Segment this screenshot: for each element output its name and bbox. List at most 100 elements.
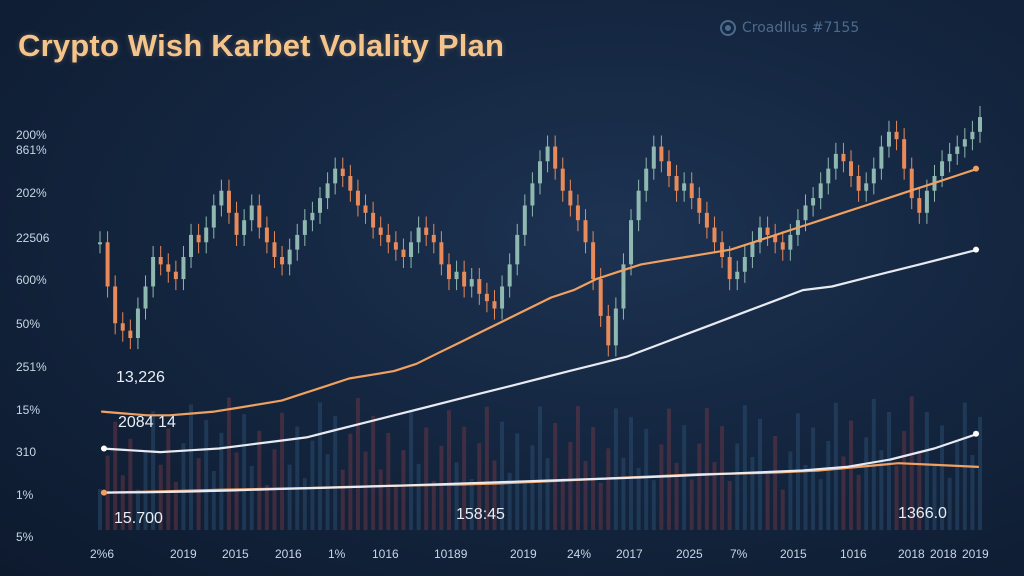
volume-bar (204, 419, 209, 530)
candle-body (340, 168, 345, 176)
volume-bar (651, 480, 656, 530)
volume-bar (538, 406, 542, 530)
volume-bar (280, 412, 285, 530)
volume-bar (545, 458, 550, 530)
x-tick-label: 2015 (222, 547, 249, 561)
candle-body (697, 198, 702, 213)
candle-body (113, 286, 118, 324)
candle-body (204, 227, 209, 243)
candle-body (773, 234, 778, 243)
annotation-label: 158:45 (456, 506, 505, 523)
candle-body (682, 183, 687, 191)
candle-body (249, 205, 254, 221)
volume-bar (462, 426, 467, 530)
candle-body (545, 146, 550, 162)
y-tick-label: 22506 (16, 231, 50, 245)
candle-body (947, 153, 952, 162)
candle-body (302, 220, 307, 235)
volume-bar (401, 450, 406, 530)
candle-body (606, 315, 611, 346)
candle-body (864, 183, 869, 191)
volume-bar (553, 423, 558, 530)
volume-bar (409, 412, 414, 530)
volume-bar (158, 464, 163, 530)
volume-bar (621, 457, 626, 530)
candle-body (105, 242, 110, 287)
candle-body (666, 161, 671, 176)
volume-bar (849, 420, 854, 530)
candle-body (651, 146, 656, 169)
chart-title: Crypto Wish Karbet Volality Plan (18, 28, 505, 63)
candle-body (98, 242, 102, 245)
candle-body (363, 205, 368, 213)
candle-body (522, 205, 527, 235)
y-tick-label: 861% (16, 143, 47, 157)
volume-bar (378, 469, 383, 530)
volume-bar (712, 462, 717, 530)
candle-body (818, 183, 823, 199)
x-tick-label: 2025 (676, 547, 703, 561)
candle-body (280, 257, 285, 265)
volume-bar (978, 416, 982, 530)
candle-body (500, 286, 505, 309)
volume-bar (264, 485, 269, 530)
volume-bar (287, 464, 292, 530)
volume-bar (219, 432, 224, 530)
volume-bar (666, 408, 671, 530)
volume-bar (257, 430, 262, 530)
volume-bar (803, 465, 808, 530)
volume-bar (242, 414, 247, 530)
candle-body (871, 168, 876, 184)
volume-bar (765, 472, 770, 530)
brand-label: CroadIlus #7155 (742, 20, 860, 36)
candle-body (644, 168, 649, 191)
volume-bar (727, 481, 732, 530)
candle-body (424, 227, 429, 235)
candle-body (917, 198, 922, 213)
x-tick-label: 2%6 (90, 547, 115, 561)
candle-body (886, 131, 891, 147)
candle-body (803, 205, 808, 221)
candle-body (515, 234, 520, 265)
volume-bar (644, 429, 649, 530)
candle-body (348, 176, 353, 191)
candle-body (720, 242, 725, 257)
volume-bar (189, 404, 194, 530)
volume-bar (598, 483, 603, 530)
candle-body (568, 190, 573, 206)
volume-bar (166, 428, 171, 530)
volume-bar (704, 407, 709, 530)
candle-body (879, 146, 884, 169)
series-start-marker (101, 445, 107, 452)
volume-bar (659, 444, 664, 530)
volume-bar (484, 406, 489, 530)
volume-bar (393, 486, 398, 530)
volume-bar (575, 406, 580, 530)
volume-bar (720, 426, 725, 530)
volume-bar (606, 448, 611, 530)
volume-bar (629, 417, 634, 530)
volume-bar (363, 451, 368, 530)
candle-body (978, 117, 982, 132)
x-tick-label: 7% (730, 547, 748, 561)
candle-body (143, 286, 148, 309)
volume-bar (128, 438, 133, 530)
candle-body (962, 139, 967, 147)
volume-bar (682, 425, 687, 530)
candle-body (439, 242, 444, 265)
volume-bar (424, 427, 429, 530)
volume-bar (439, 445, 444, 530)
candle-body (219, 190, 224, 206)
volume-bar (689, 479, 694, 530)
volume-bar (917, 450, 922, 530)
x-tick-label: 2015 (780, 547, 807, 561)
volume-bar (674, 462, 679, 530)
volume-bar (340, 469, 345, 530)
volume-bar (894, 465, 899, 530)
candle-body (242, 220, 247, 235)
y-tick-label: 15% (16, 403, 41, 417)
y-tick-label: 200% (16, 128, 47, 142)
x-tick-label: 1% (328, 547, 346, 561)
candle-body (181, 257, 186, 280)
